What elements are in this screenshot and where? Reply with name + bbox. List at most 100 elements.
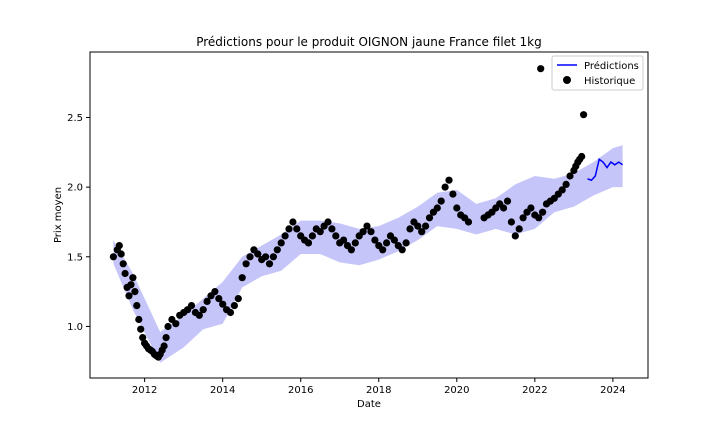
historique-point [131,288,139,296]
historique-point [215,295,223,303]
historique-point [254,250,262,258]
historique-point [449,190,457,198]
historique-point [535,214,543,222]
historique-point [383,239,391,247]
historique-points [109,65,588,361]
y-tick-label: 2.0 [67,183,83,194]
historique-point [226,308,235,317]
historique-point [316,228,324,236]
historique-point [441,183,449,191]
historique-point [269,253,277,261]
x-tick-label: 2022 [522,385,547,396]
historique-point [371,236,379,244]
historique-point [304,239,313,247]
historique-point [351,239,359,247]
historique-point [265,260,274,268]
prediction-line [587,158,624,182]
legend-history-label: Historique [584,76,635,87]
historique-point [230,302,238,310]
historique-point [527,204,535,212]
historique-point [515,225,523,233]
historique-point [139,334,147,342]
y-tick-label: 1.0 [67,322,83,333]
historique-point [164,322,172,331]
historique-point [578,152,586,161]
plot-area [89,51,649,379]
historique-point [580,111,588,119]
historique-point [285,225,293,233]
historique-point [332,232,340,240]
historique-point [121,269,129,278]
historique-point [519,214,527,222]
y-axis-label: Prix moyen [53,187,64,243]
x-axis-label: Date [357,399,381,410]
historique-point [127,281,135,289]
historique-point [308,232,316,240]
historique-point [511,232,519,240]
confidence-band [113,145,623,363]
historique-point [445,176,453,184]
historique-point [453,204,461,212]
historique-point [363,222,371,230]
historique-point [135,315,143,324]
x-tick-label: 2014 [210,385,235,396]
historique-point [129,274,137,282]
historique-point [293,225,301,233]
historique-point [172,320,180,328]
historique-point [418,228,426,236]
historique-point [219,300,227,308]
historique-point [125,292,133,300]
historique-point [115,242,123,250]
y-tick-label: 2.5 [67,113,83,124]
historique-point [328,225,336,233]
historique-point [137,325,145,333]
historique-point [379,246,387,254]
chart-title: Prédictions pour le produit OIGNON jaune… [196,35,542,49]
historique-point [234,295,242,303]
historique-point [433,204,441,212]
historique-point [160,342,168,350]
historique-point [507,218,515,226]
historique-point [238,274,246,282]
historique-point [187,302,196,310]
historique-point [402,239,410,247]
historique-point [203,297,211,305]
historique-point [195,311,203,319]
historique-point [562,180,570,188]
historique-point [367,228,375,236]
historique-point [539,208,547,216]
historique-point [117,250,125,258]
y-axis: 1.0 1.5 2.0 2.5 [67,113,90,333]
historique-point [324,218,332,226]
x-tick-label: 2020 [444,385,469,396]
legend-prediction-label: Prédictions [584,60,639,72]
historique-point [133,302,141,310]
x-tick-label: 2012 [132,385,157,396]
historique-point [503,197,512,205]
historique-point [273,246,281,254]
historique-point [406,225,414,233]
historique-point [242,260,250,268]
historique-point [537,65,545,73]
historique-point [500,204,508,212]
y-tick-label: 1.5 [67,252,83,263]
historique-point [119,260,127,268]
historique-point [347,246,355,254]
x-axis: 2012 2014 2016 2018 2020 2022 2024 [132,378,626,396]
historique-point [390,236,398,244]
historique-point [211,288,219,296]
historique-point [425,214,434,222]
historique-point [566,172,574,180]
x-tick-label: 2018 [366,385,391,396]
historique-point [199,306,207,314]
historique-point [109,253,117,261]
historique-point [262,253,270,261]
historique-point [162,334,170,342]
historique-point [422,222,430,230]
x-tick-label: 2016 [288,385,313,396]
plot-frame [89,51,649,379]
historique-point [289,218,297,226]
historique-point [281,232,289,240]
historique-point [464,218,473,226]
